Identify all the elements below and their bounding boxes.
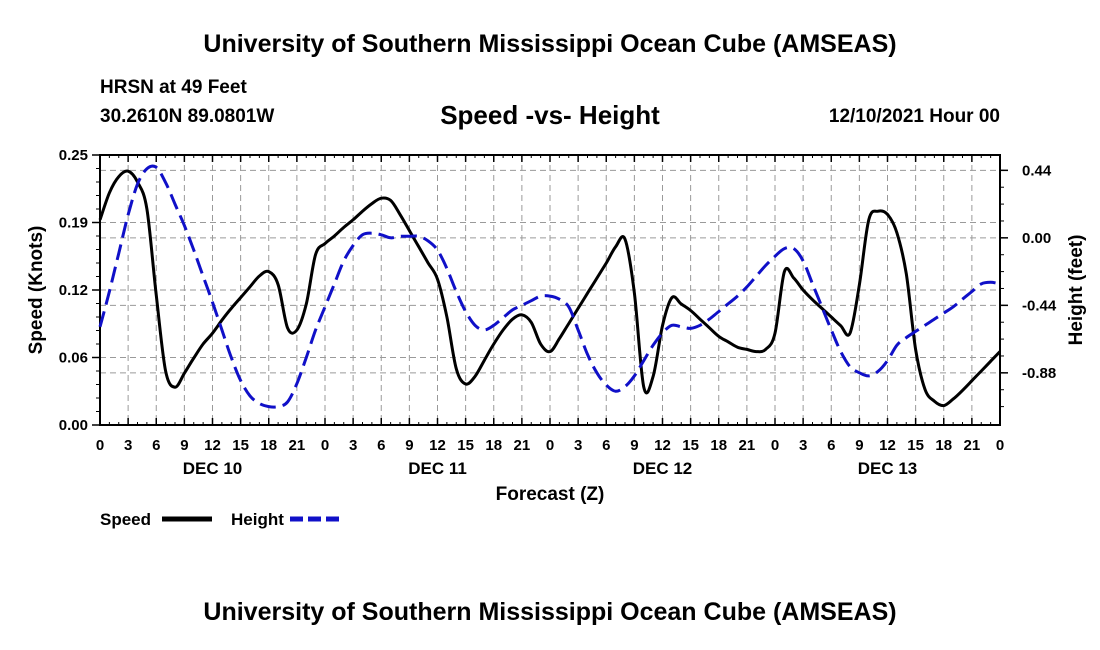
x-tick-label: 18 bbox=[485, 437, 502, 454]
x-tick-label: 21 bbox=[514, 437, 531, 454]
x-tick-label: 3 bbox=[799, 437, 807, 454]
x-tick-label: 15 bbox=[682, 437, 699, 454]
y-left-tick-label: 0.06 bbox=[59, 350, 88, 367]
x-tick-label: 9 bbox=[180, 437, 188, 454]
day-label: DEC 13 bbox=[858, 459, 918, 478]
x-tick-label: 6 bbox=[377, 437, 385, 454]
station-coordinates: 30.2610N 89.0801W bbox=[100, 106, 275, 127]
x-tick-label: 6 bbox=[602, 437, 610, 454]
x-tick-label: 6 bbox=[152, 437, 160, 454]
x-tick-label: 6 bbox=[827, 437, 835, 454]
axis-label-layer: 0 3 6 9 12 15 18 21 0 3 6 9 12 15 18 21 0 3 6 9 12 15 18 21 0 3 6 9… bbox=[26, 147, 1087, 505]
x-tick-label: 9 bbox=[855, 437, 863, 454]
x-tick-label: 21 bbox=[289, 437, 306, 454]
legend: Speed Height bbox=[100, 510, 342, 529]
y-left-axis-label: Speed (Knots) bbox=[26, 226, 47, 355]
x-tick-label: 0 bbox=[996, 437, 1004, 454]
page-title: University of Southern Mississippi Ocean… bbox=[203, 30, 897, 58]
x-tick-label: 12 bbox=[654, 437, 671, 454]
x-tick-label: 12 bbox=[204, 437, 221, 454]
y-right-tick-label: -0.44 bbox=[1022, 297, 1057, 314]
y-right-axis-label: Height (feet) bbox=[1066, 235, 1087, 346]
x-tick-label: 15 bbox=[907, 437, 924, 454]
day-label: DEC 10 bbox=[183, 459, 243, 478]
day-label: DEC 12 bbox=[633, 459, 693, 478]
y-right-tick-label: -0.88 bbox=[1022, 365, 1056, 382]
x-tick-label: 0 bbox=[771, 437, 779, 454]
x-tick-label: 15 bbox=[457, 437, 474, 454]
x-tick-label: 18 bbox=[710, 437, 727, 454]
y-left-tick-label: 0.19 bbox=[59, 215, 88, 232]
y-right-tick-label: 0.44 bbox=[1022, 162, 1052, 179]
x-tick-label: 21 bbox=[964, 437, 981, 454]
x-tick-label: 0 bbox=[546, 437, 554, 454]
y-left-tick-label: 0.12 bbox=[59, 282, 88, 299]
forecast-date: 12/10/2021 Hour 00 bbox=[828, 106, 1000, 127]
x-tick-label: 18 bbox=[260, 437, 277, 454]
y-right-tick-label: 0.00 bbox=[1022, 230, 1051, 247]
chart-title: Speed -vs- Height bbox=[440, 100, 660, 130]
grid-layer bbox=[100, 155, 1000, 425]
y-left-tick-label: 0.00 bbox=[59, 417, 88, 434]
x-tick-label: 3 bbox=[124, 437, 132, 454]
x-tick-label: 21 bbox=[739, 437, 756, 454]
height-series-line bbox=[98, 164, 1001, 409]
x-tick-label: 12 bbox=[429, 437, 446, 454]
x-tick-label: 3 bbox=[349, 437, 357, 454]
x-tick-label: 0 bbox=[321, 437, 329, 454]
x-tick-label: 12 bbox=[879, 437, 896, 454]
plot-frame bbox=[99, 154, 1001, 426]
x-axis-label: Forecast (Z) bbox=[496, 484, 605, 505]
station-name: HRSN at 49 Feet bbox=[100, 77, 247, 98]
legend-speed-label: Speed bbox=[100, 510, 151, 529]
x-tick-label: 9 bbox=[405, 437, 413, 454]
x-tick-label: 15 bbox=[232, 437, 249, 454]
x-tick-label: 18 bbox=[935, 437, 952, 454]
x-tick-label: 3 bbox=[574, 437, 582, 454]
series-layer bbox=[98, 164, 1002, 409]
y-left-tick-label: 0.25 bbox=[59, 147, 88, 164]
speed-series-line bbox=[98, 169, 1002, 408]
x-tick-label: 9 bbox=[630, 437, 638, 454]
day-label: DEC 11 bbox=[408, 459, 467, 478]
x-tick-label: 0 bbox=[96, 437, 104, 454]
footer-title: University of Southern Mississippi Ocean… bbox=[203, 598, 897, 626]
legend-height-label: Height bbox=[231, 510, 284, 529]
